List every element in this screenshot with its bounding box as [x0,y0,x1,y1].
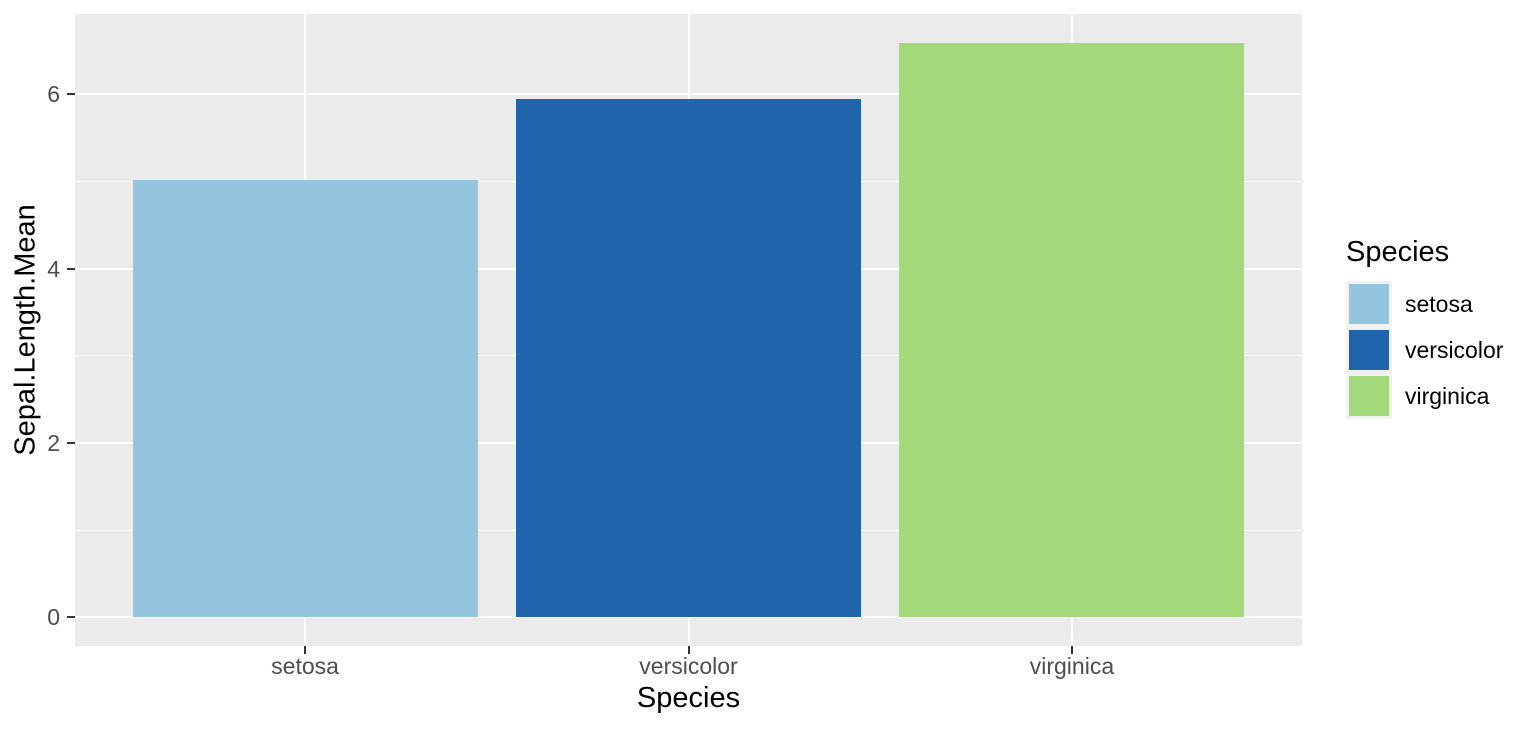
y-tick-label-2: 2 [47,429,60,456]
y-tick-label-6: 6 [47,81,60,108]
legend-title: Species [1346,236,1450,268]
legend-label-setosa: setosa [1405,290,1473,317]
legend-key-virginica [1346,373,1392,419]
x-tick-label-virginica: virginica [1029,653,1115,679]
legend-key-setosa [1346,281,1392,327]
legend-key-versicolor [1346,327,1392,373]
y-tick-label-4: 4 [47,255,60,282]
y-axis-title: Sepal.Length.Mean [9,204,42,456]
legend-entry-setosa: setosa [1346,281,1503,327]
legend: Species setosa versicolor virginica [1346,237,1503,419]
bar-setosa [132,180,478,618]
y-tick-mark-0 [67,616,75,619]
bar-virginica [899,42,1245,618]
legend-entry-virginica: virginica [1346,373,1503,419]
legend-entry-versicolor: versicolor [1346,327,1503,373]
y-tick-mark-2 [67,441,75,444]
x-tick-label-setosa: setosa [271,653,339,679]
x-tick-mark-virginica [1070,646,1073,654]
x-tick-mark-versicolor [687,646,690,654]
x-tick-mark-setosa [304,646,307,654]
legend-swatch-setosa [1349,284,1389,324]
legend-swatch-virginica [1349,376,1389,416]
x-axis-title: Species [636,682,741,714]
legend-label-versicolor: versicolor [1405,336,1504,363]
legend-label-virginica: virginica [1405,382,1490,409]
bar-versicolor [515,99,862,618]
y-tick-mark-6 [67,93,75,96]
legend-swatch-versicolor [1349,330,1389,370]
y-tick-label-0: 0 [47,604,60,631]
plot-panel [75,14,1302,646]
y-tick-mark-4 [67,267,75,270]
legend-entries: setosa versicolor virginica [1346,281,1503,419]
x-tick-label-versicolor: versicolor [639,653,738,679]
